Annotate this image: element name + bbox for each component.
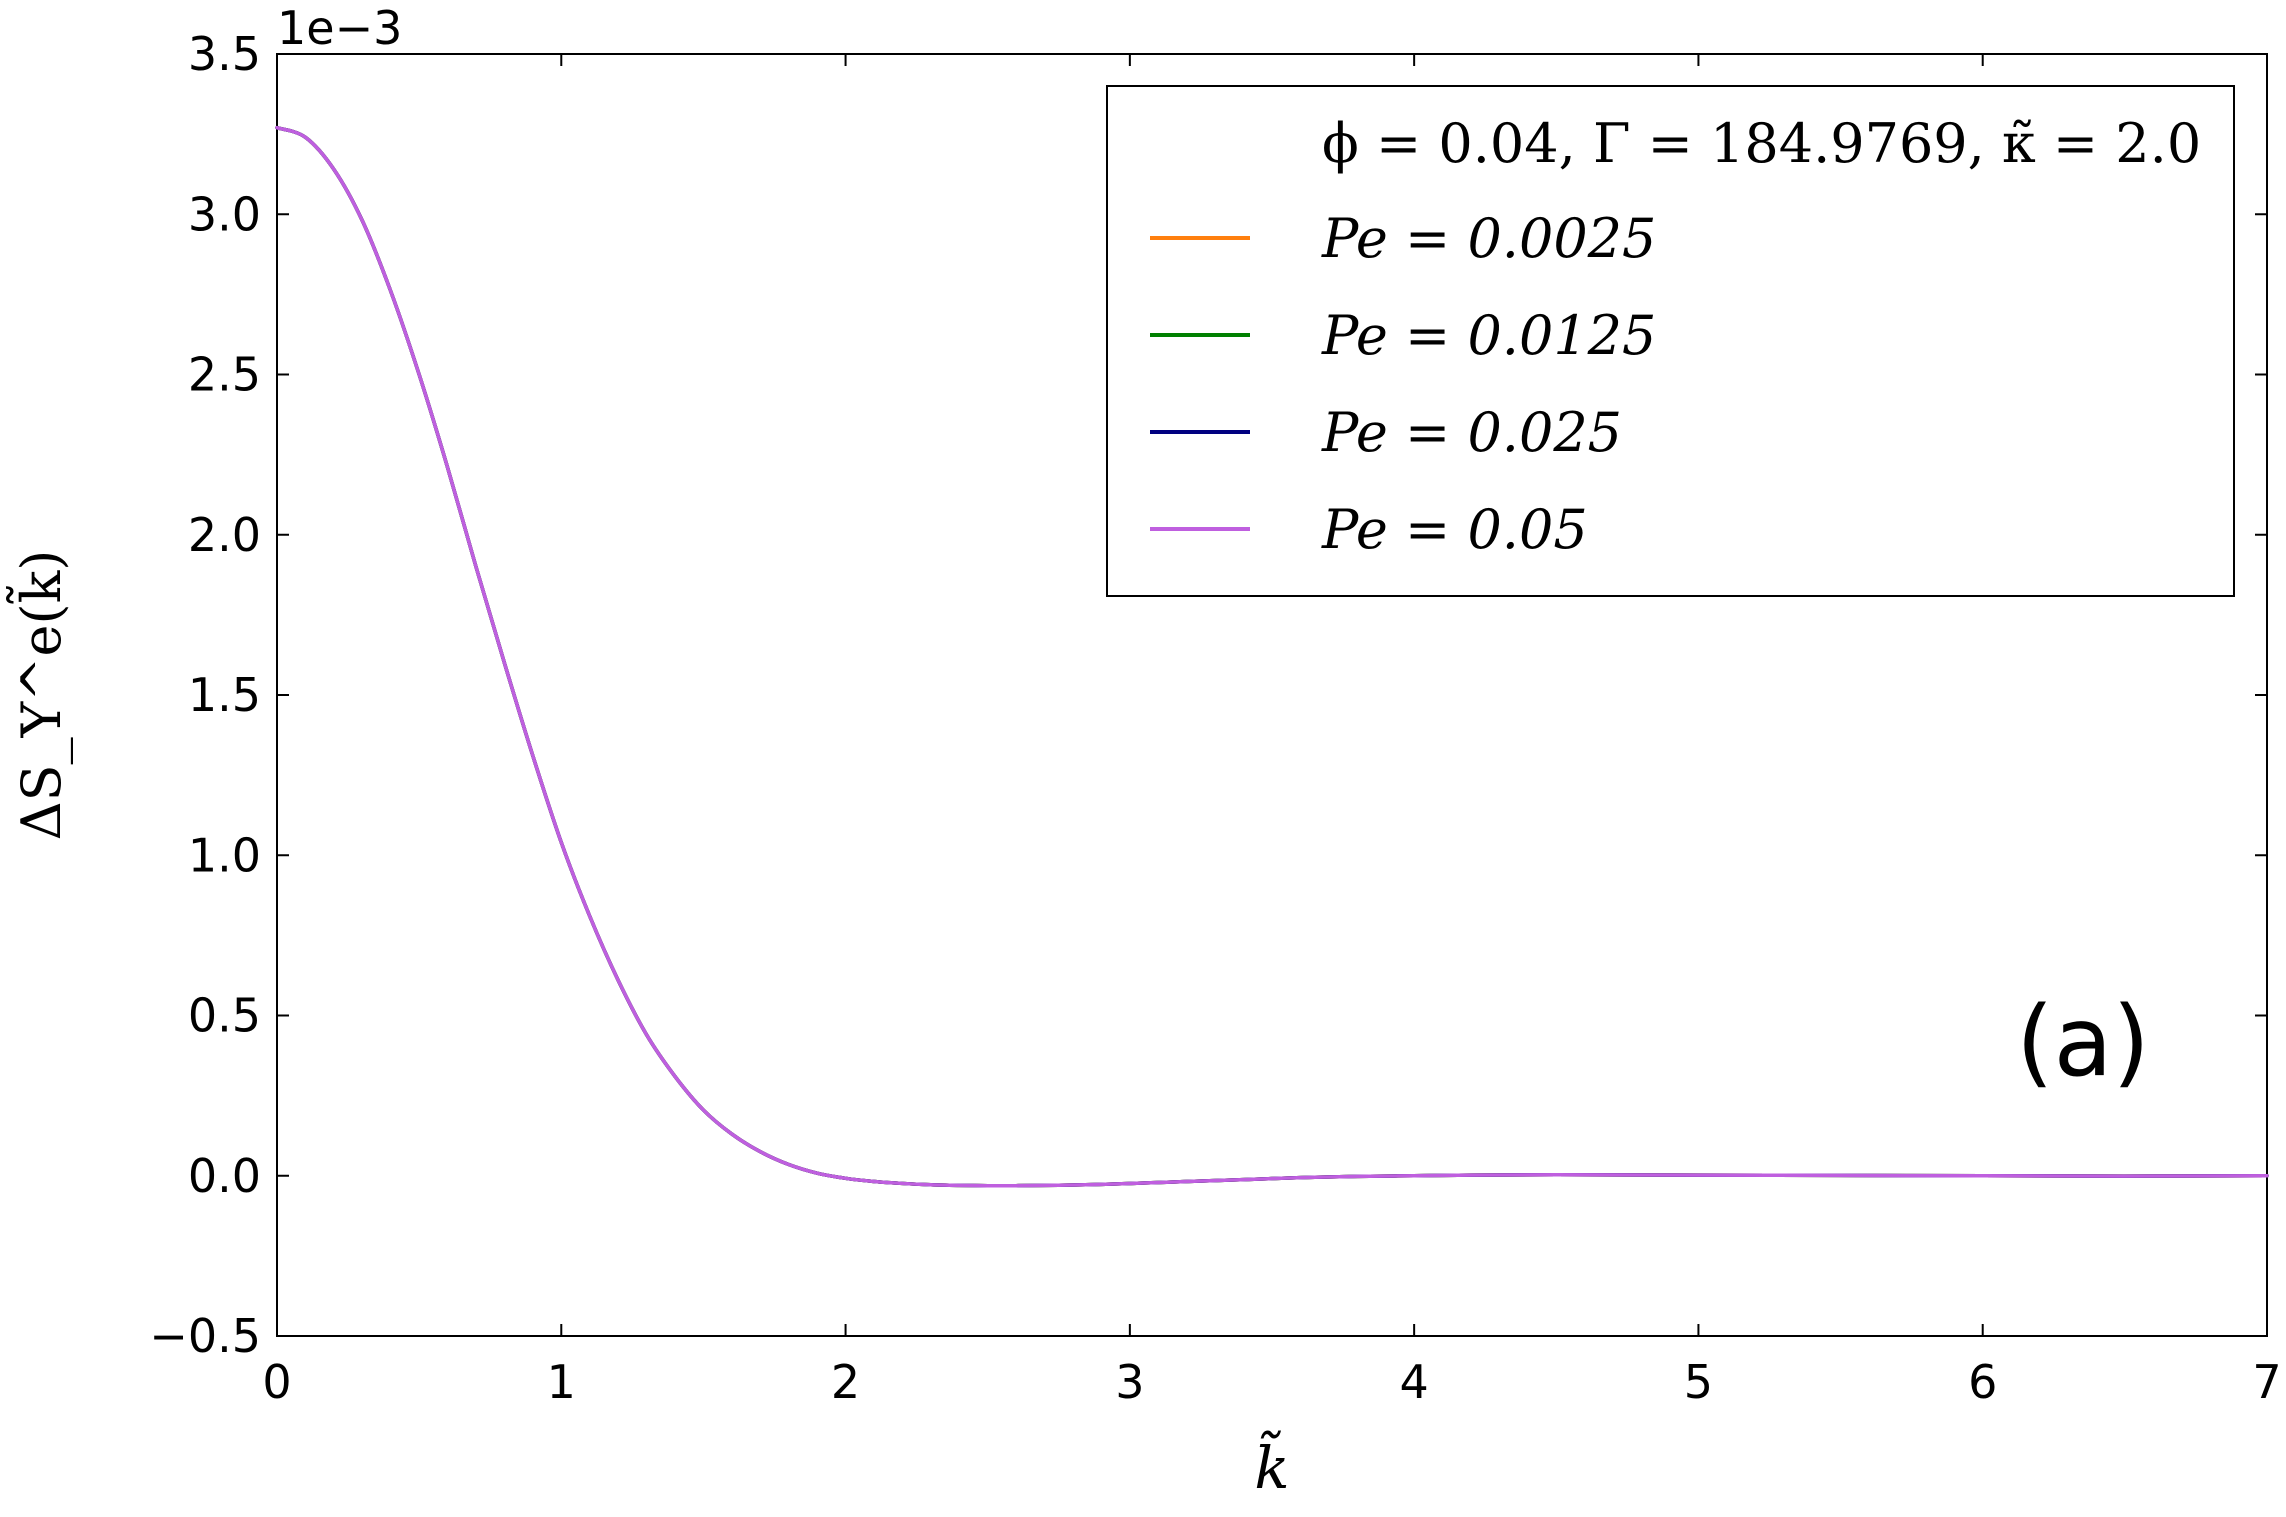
series-line-4 (275, 125, 2269, 1188)
y-tick-label: 2.5 (188, 348, 261, 402)
x-tick-label: 5 (1684, 1355, 1713, 1409)
y-axis-label: ΔS_Y^e(k̃) (5, 550, 73, 841)
x-tick-label: 7 (2252, 1355, 2281, 1409)
x-tick-label: 4 (1400, 1355, 1429, 1409)
legend-entry-label: Pe = 0.025 (1321, 401, 1622, 464)
legend-entries: Pe = 0.0025 Pe = 0.0125 Pe = 0.025 Pe = 0.0… (1150, 207, 1656, 561)
legend-entry-label: Pe = 0.0025 (1321, 207, 1656, 270)
x-tick-label: 6 (1968, 1355, 1997, 1409)
legend-title: ϕ = 0.04, Γ = 184.9769, κ̃ = 2.0 (1322, 112, 2201, 175)
x-tick-label: 1 (547, 1355, 576, 1409)
y-tick-label: 1.5 (188, 668, 261, 722)
y-tick-label: 3.5 (188, 27, 261, 81)
y-axis-ticks: −0.5 0.0 0.5 1.0 1.5 2.0 2.5 3.0 3.5 (149, 27, 2267, 1363)
x-tick-label: 2 (831, 1355, 860, 1409)
x-tick-label: 0 (262, 1355, 291, 1409)
y-tick-label: 3.0 (188, 187, 261, 241)
y-offset-label: 1e−3 (277, 1, 402, 55)
x-tick-label: 3 (1115, 1355, 1144, 1409)
panel-label: (a) (2016, 986, 2150, 1098)
legend-entry-label: Pe = 0.05 (1321, 498, 1588, 561)
legend-box (1106, 85, 2235, 597)
series-lines (275, 125, 2269, 1188)
y-tick-label: 1.0 (188, 828, 261, 882)
y-tick-label: −0.5 (149, 1309, 261, 1363)
legend: ϕ = 0.04, Γ = 184.9769, κ̃ = 2.0 Pe = 0.… (1106, 85, 2235, 597)
legend-entry-label: Pe = 0.0125 (1321, 304, 1656, 367)
y-tick-label: 2.0 (188, 508, 261, 562)
y-tick-label: 0.0 (188, 1149, 261, 1203)
y-tick-label: 0.5 (188, 989, 261, 1043)
x-axis-ticks: 0 1 2 3 4 5 6 7 (262, 54, 2282, 1409)
x-axis-label: k̃ (1254, 1430, 1289, 1502)
